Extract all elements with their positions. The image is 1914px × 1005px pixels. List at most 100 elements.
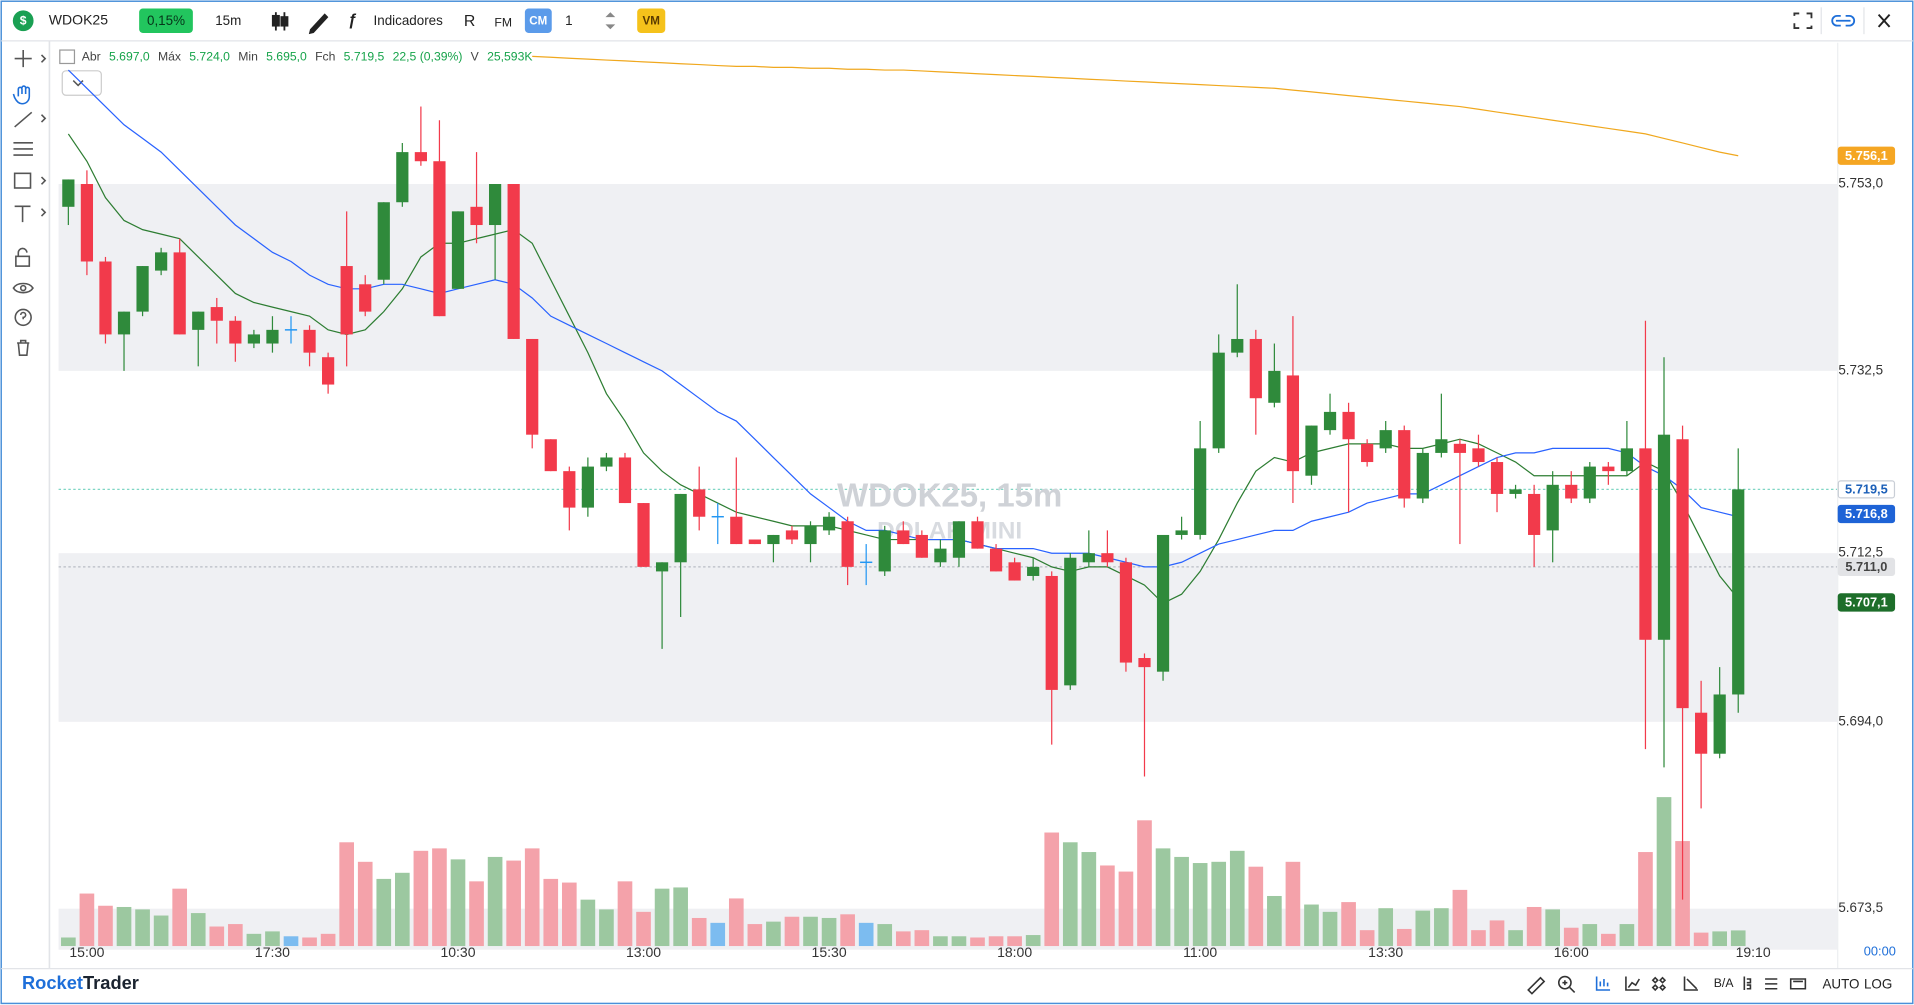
zoom-icon[interactable]: [1557, 975, 1572, 990]
volume-bar: [98, 905, 113, 947]
candle-body: [989, 548, 1003, 572]
candle-body: [581, 466, 594, 508]
candle-body: [1732, 489, 1745, 695]
candle-body: [470, 206, 483, 226]
link-icon[interactable]: [1831, 14, 1856, 27]
ba[interactable]: B/A: [1714, 976, 1735, 990]
price-tag: [1837, 593, 1896, 612]
candle-body: [971, 521, 984, 549]
volume-bar: [228, 924, 243, 947]
candle-body: [507, 184, 520, 339]
ruler-icon[interactable]: [1527, 976, 1546, 995]
volume-bar: [1155, 848, 1171, 947]
legend-change: 22,5 (0,39%): [393, 50, 463, 64]
text-tool[interactable]: [14, 205, 31, 223]
price-tag: [1837, 504, 1896, 524]
candle-body: [618, 457, 632, 504]
candle-body: [1583, 466, 1596, 499]
indicators[interactable]: Indicadores: [374, 13, 444, 28]
x-tick-label: 16:00: [1554, 944, 1589, 960]
candle-icon[interactable]: [271, 12, 289, 31]
scale-icon[interactable]: [1683, 976, 1698, 991]
candle-body: [1156, 534, 1170, 672]
line-icon[interactable]: [1625, 976, 1641, 991]
candle-body: [1528, 493, 1541, 535]
bars-icon[interactable]: [1595, 976, 1611, 991]
candle-body: [674, 493, 687, 563]
volume-bar: [320, 933, 336, 947]
volume-bar: [728, 898, 744, 947]
volume-bar: [710, 922, 726, 947]
candle-body: [433, 161, 446, 317]
candle-body: [396, 152, 409, 203]
volume-bar: [265, 931, 280, 947]
y-tick-label: 5.712,5: [1838, 545, 1883, 560]
volume-bar: [1174, 856, 1189, 947]
tool-expanders[interactable]: [40, 54, 47, 217]
volume-bar: [599, 909, 614, 947]
candle-body: [136, 266, 149, 312]
price-tag-label: 5.711,0: [1845, 559, 1887, 574]
volume-bar: [469, 881, 484, 947]
volume-bar: [1081, 852, 1097, 947]
draw-icon[interactable]: [308, 13, 329, 35]
candle-body: [1509, 489, 1522, 494]
price-tag: [1837, 480, 1896, 499]
list-icon[interactable]: [1765, 978, 1778, 990]
cm-button[interactable]: [524, 8, 552, 33]
volume-bar: [1304, 904, 1319, 947]
price-tag-label: 5.756,1: [1845, 148, 1888, 163]
candle-body: [1453, 443, 1467, 453]
fm[interactable]: FM: [494, 15, 512, 29]
symbol[interactable]: WDOK25: [49, 11, 108, 27]
auto-scale[interactable]: AUTO: [1822, 977, 1859, 992]
quantity-spinner[interactable]: [605, 12, 616, 30]
rx[interactable]: R: [464, 13, 475, 30]
candle-body: [1008, 562, 1021, 581]
volume-bar: [895, 931, 911, 947]
volume-bar: [246, 933, 262, 947]
shape-tool[interactable]: [13, 172, 32, 189]
volume-bar: [61, 937, 76, 947]
close-icon[interactable]: [1877, 13, 1891, 28]
candle-body: [488, 184, 502, 226]
x-tick-label: 13:30: [1368, 944, 1403, 960]
volume-bar: [821, 917, 837, 947]
lock-tool[interactable]: [15, 255, 31, 267]
symbol-icon[interactable]: [12, 10, 34, 32]
candle-body: [1027, 566, 1040, 576]
vm-button[interactable]: [637, 8, 666, 33]
volume-bar: [506, 860, 521, 947]
volume-bar: [877, 924, 893, 947]
crosshair-tool[interactable]: [14, 50, 32, 68]
volume-bar: [673, 887, 688, 947]
volume-bar: [1248, 866, 1264, 947]
depth-icon[interactable]: [1743, 976, 1752, 990]
expand-icon[interactable]: [1793, 12, 1813, 29]
quantity[interactable]: 1: [565, 13, 572, 28]
tick-band: [58, 184, 1838, 371]
y-tick-label: 5.694,0: [1838, 713, 1883, 728]
legend-toggle[interactable]: [59, 49, 76, 65]
trash-tool[interactable]: [17, 339, 30, 357]
screen-icon[interactable]: [1789, 978, 1807, 990]
volume-bar: [1044, 832, 1060, 947]
indicator-icon[interactable]: ƒ: [348, 12, 357, 29]
candle-body: [1546, 484, 1559, 531]
volume-bar: [432, 848, 447, 947]
candle-body: [693, 489, 706, 517]
volume-bar: [1563, 927, 1579, 947]
line-tool[interactable]: [14, 111, 33, 128]
volume-bar: [283, 936, 299, 947]
interval[interactable]: 15m: [215, 13, 241, 28]
grid-icon[interactable]: [1651, 976, 1667, 992]
hand-tool[interactable]: [12, 85, 31, 105]
help-tool[interactable]: [14, 308, 32, 327]
log-scale[interactable]: LOG: [1864, 977, 1892, 992]
volume-bar: [1582, 924, 1598, 947]
volume-bar: [1007, 936, 1022, 947]
eye-tool[interactable]: [12, 282, 34, 294]
volume-bar: [357, 861, 373, 947]
fib-tool[interactable]: [13, 142, 33, 156]
